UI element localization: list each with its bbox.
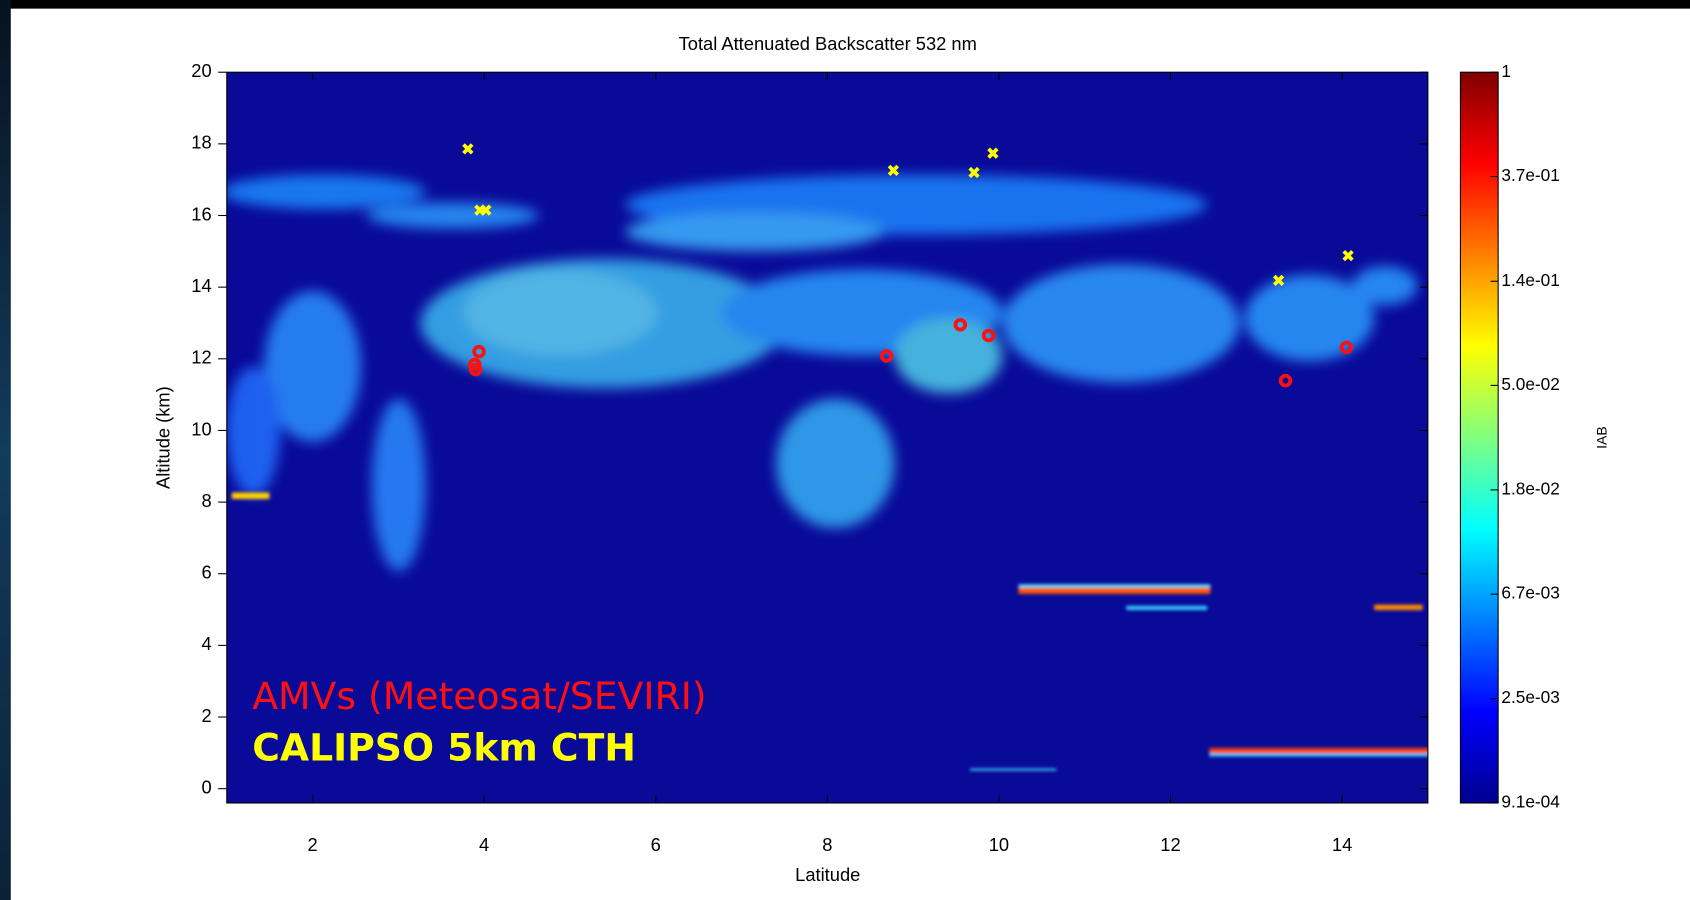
x-tick-label: 2 [307, 834, 317, 855]
x-tick-label: 8 [822, 834, 832, 855]
legend-entry: AMVs (Meteosat/SEVIRI) [252, 674, 706, 718]
colorbar [1459, 71, 1499, 804]
y-tick-label: 2 [201, 705, 211, 726]
y-axis-label: Altitude (km) [153, 386, 174, 489]
backscatter-field [226, 174, 1428, 771]
x-tick-label: 10 [989, 834, 1009, 855]
x-tick-label: 6 [651, 834, 661, 855]
colorbar-tick-label: 9.1e-04 [1501, 792, 1560, 812]
cth-marker [1272, 274, 1285, 286]
x-axis-label: Latitude [795, 864, 860, 885]
cth-marker [1342, 249, 1354, 262]
colorbar-label: IAB [1593, 426, 1609, 449]
colorbar-tick-label: 2.5e-03 [1501, 687, 1559, 707]
colorbar-tick-label: 1.8e-02 [1501, 478, 1559, 498]
screen-edge [0, 0, 11, 900]
x-tick-label: 12 [1160, 834, 1180, 855]
amv-marker [472, 344, 486, 359]
amv-marker [468, 362, 483, 377]
y-tick-label: 18 [191, 132, 211, 153]
y-tick-label: 10 [191, 418, 211, 439]
legend-entry: CALIPSO 5km CTH [252, 726, 636, 770]
amv-marker [981, 328, 996, 343]
x-tick-label: 14 [1332, 834, 1352, 855]
colorbar-tick-label: 5.0e-02 [1501, 374, 1559, 394]
colorbar-tick-label: 1.4e-01 [1501, 270, 1559, 290]
y-tick-label: 0 [201, 777, 211, 798]
y-tick-label: 8 [201, 490, 211, 511]
x-tick-label: 4 [479, 834, 489, 855]
cth-marker [968, 166, 980, 179]
colorbar-tick-label: 3.7e-01 [1501, 165, 1559, 185]
y-tick-label: 12 [191, 347, 211, 368]
y-tick-label: 6 [201, 562, 211, 583]
amv-marker [1278, 373, 1293, 388]
colorbar-tick-label: 1 [1501, 61, 1511, 81]
chart-title: Total Attenuated Backscatter 532 nm [679, 33, 977, 54]
y-tick-label: 20 [191, 60, 211, 81]
y-tick-label: 16 [191, 203, 211, 224]
amv-marker [879, 349, 894, 363]
amv-marker [953, 318, 968, 332]
cth-marker [480, 204, 492, 216]
cth-marker [887, 164, 900, 177]
y-tick-label: 4 [201, 633, 211, 654]
amv-marker [1339, 340, 1354, 355]
cth-marker [462, 143, 474, 155]
cth-marker [987, 147, 999, 159]
colorbar-tick-label: 6.7e-03 [1501, 583, 1559, 603]
y-tick-label: 14 [191, 275, 211, 296]
